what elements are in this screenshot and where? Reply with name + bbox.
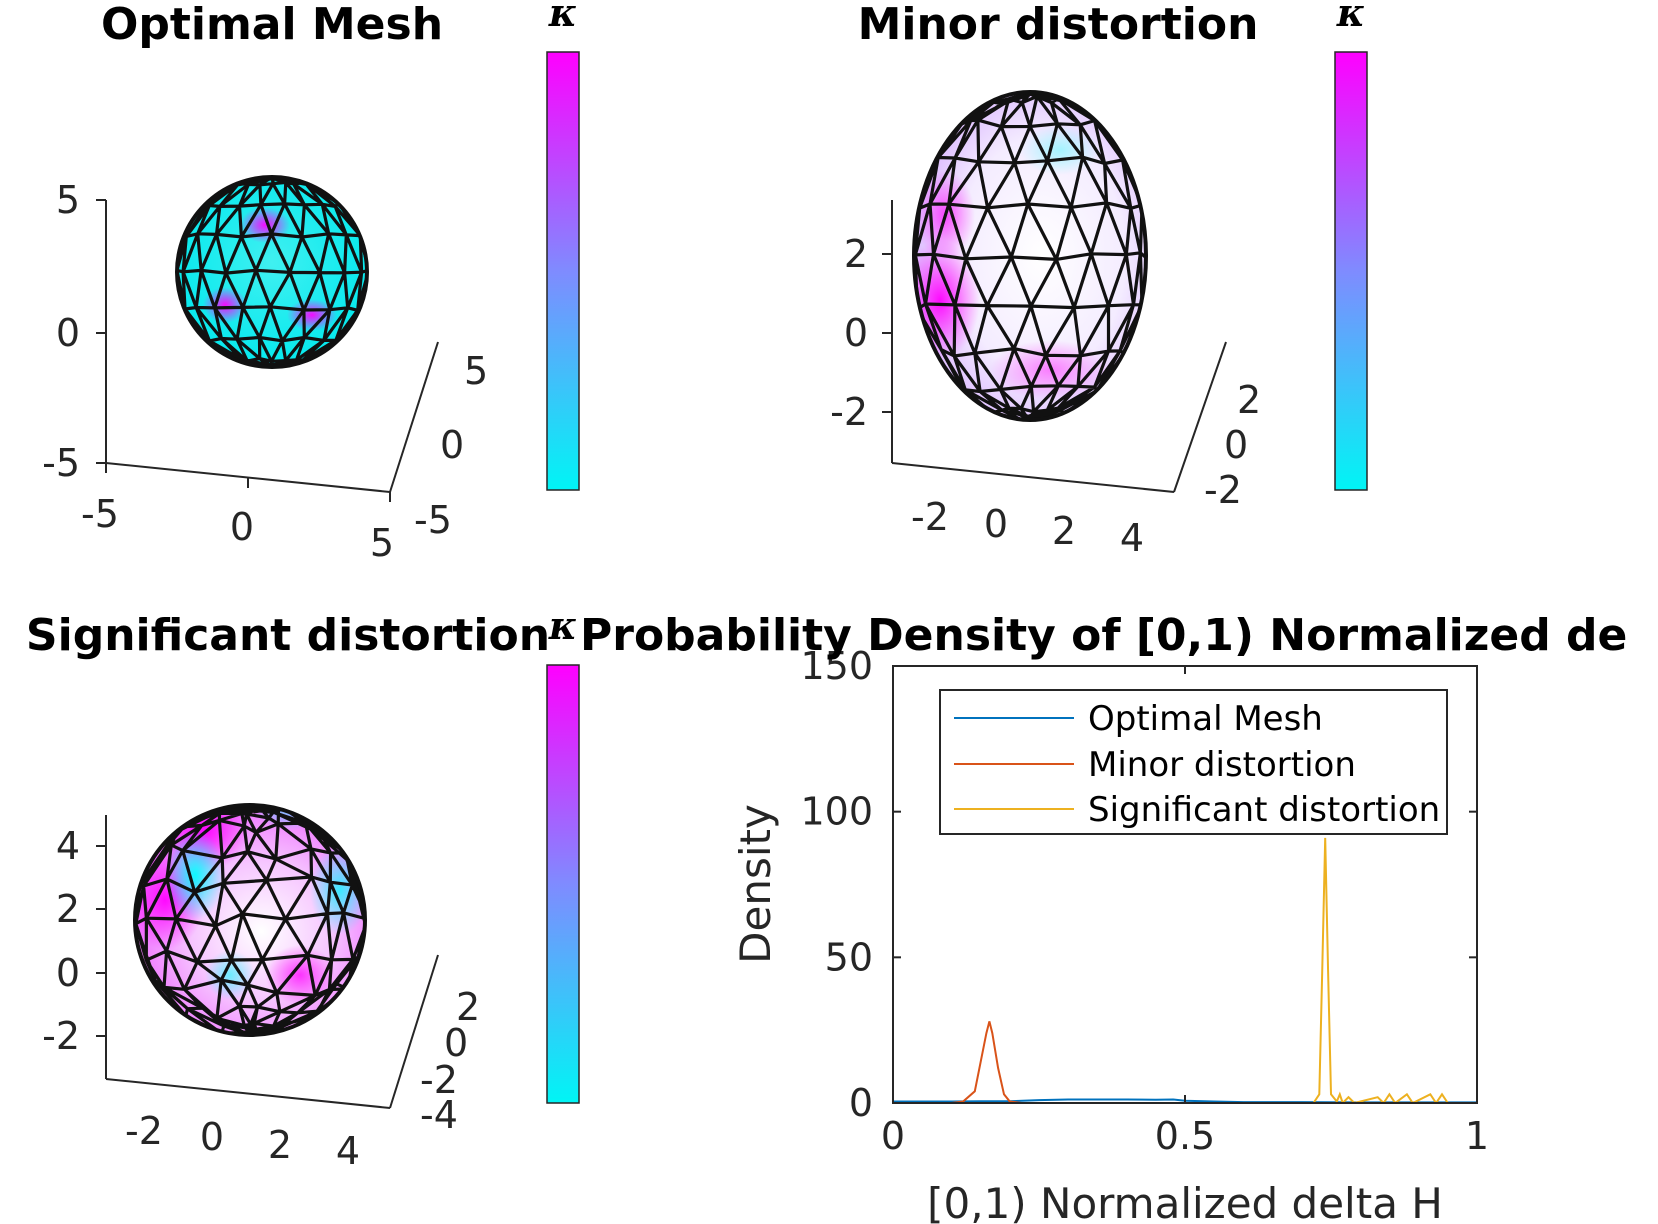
panel2-z-tick: -2 <box>830 390 868 434</box>
panel2-z-tick: 0 <box>844 311 868 355</box>
panel2-x-tick: 4 <box>1120 516 1144 560</box>
legend-entry-optimal: Optimal Mesh <box>1088 699 1323 739</box>
density-ylabel: Density <box>731 804 780 964</box>
density-title: Probability Density of [0,1) Normalized … <box>580 610 1627 661</box>
panel1-title: Optimal Mesh <box>101 0 443 50</box>
panel2-colorbar: κ <box>1334 0 1368 491</box>
panel3-title: Significant distortion <box>26 610 550 661</box>
y-tick-label: 50 <box>825 935 873 979</box>
panel3-x-tick: 4 <box>336 1129 360 1173</box>
panel2-mesh-surface <box>912 90 1148 422</box>
density-ticks: 0 0.5 1 0 50 100 150 <box>800 644 1489 1158</box>
legend-entry-minor: Minor distortion <box>1088 745 1356 785</box>
panel3-colorbar-label: κ <box>548 603 577 648</box>
panel1-mesh-surface <box>175 175 369 369</box>
panel3-x-tick: 2 <box>268 1123 292 1167</box>
legend-entry-significant: Significant distortion <box>1088 790 1440 830</box>
panel2-axes: 2 0 -2 -2 0 2 4 2 0 -2 <box>830 200 1261 560</box>
panel2-x-tick: 2 <box>1052 509 1076 553</box>
series-line-significant-distortion <box>893 837 1477 1103</box>
panel1-x-tick: -5 <box>81 492 119 536</box>
panel3-mesh-surface <box>133 803 367 1037</box>
panel3-z-tick: -2 <box>42 1014 80 1058</box>
density-xlabel: [0,1) Normalized delta H <box>927 1179 1443 1224</box>
panel2-z-tick: 2 <box>844 232 868 276</box>
panel-minor-distortion: Minor distortion 2 0 -2 -2 0 2 4 2 0 -2 <box>830 0 1368 560</box>
panel3-axes: 4 2 0 -2 -2 0 2 4 2 0 -2 -4 <box>42 815 480 1173</box>
panel3-x-tick: 0 <box>200 1115 224 1159</box>
panel1-y-tick: -5 <box>414 498 452 542</box>
panel1-colorbar: κ <box>546 0 580 491</box>
panel1-z-tick: -5 <box>42 441 80 485</box>
panel2-y-tick: -2 <box>1204 468 1242 512</box>
y-tick-label: 100 <box>800 790 873 834</box>
panel1-axes: 5 0 -5 -5 0 5 5 0 -5 <box>42 178 488 565</box>
x-tick-label: 0 <box>881 1114 905 1158</box>
density-legend: Optimal Mesh Minor distortion Significan… <box>939 689 1448 835</box>
y-tick-label: 150 <box>800 644 873 688</box>
panel2-title: Minor distortion <box>858 0 1259 50</box>
panel2-x-tick: 0 <box>984 502 1008 546</box>
panel3-z-tick: 0 <box>56 951 80 995</box>
panel1-z-tick: 5 <box>56 178 80 222</box>
panel3-colorbar: κ <box>546 603 580 1104</box>
panel2-x-tick: -2 <box>911 495 949 539</box>
panel2-y-tick: 2 <box>1237 378 1261 422</box>
panel3-y-tick: 0 <box>444 1021 468 1065</box>
panel2-y-tick: 0 <box>1224 423 1248 467</box>
panel3-y-tick: 2 <box>456 985 480 1029</box>
panel1-y-tick: 0 <box>440 423 464 467</box>
panel3-z-tick: 2 <box>56 887 80 931</box>
panel1-z-tick: 0 <box>56 311 80 355</box>
panel-optimal-mesh: Optimal Mesh 5 0 -5 -5 0 5 5 0 -5 <box>42 0 580 565</box>
panel3-y-tick: -2 <box>420 1058 458 1102</box>
panel2-colorbar-label: κ <box>1336 0 1365 35</box>
panel3-y-tick: -4 <box>420 1093 458 1137</box>
series-line-minor-distortion <box>893 1021 1477 1103</box>
panel-density-plot: 0 0.5 1 0 50 100 150 Probability Density of [0… <box>580 610 1627 1224</box>
x-tick-label: 0.5 <box>1155 1114 1215 1158</box>
y-tick-label: 0 <box>849 1081 873 1125</box>
panel3-x-tick: -2 <box>125 1109 163 1153</box>
panel1-colorbar-label: κ <box>548 0 577 35</box>
panel3-z-tick: 4 <box>56 824 80 868</box>
panel1-y-tick: 5 <box>464 349 488 393</box>
x-tick-label: 1 <box>1465 1114 1489 1158</box>
panel-significant-distortion: Significant distortion 4 2 0 -2 -2 0 2 4… <box>26 603 580 1173</box>
panel1-x-tick: 0 <box>230 505 254 549</box>
panel1-x-tick: 5 <box>370 521 394 565</box>
